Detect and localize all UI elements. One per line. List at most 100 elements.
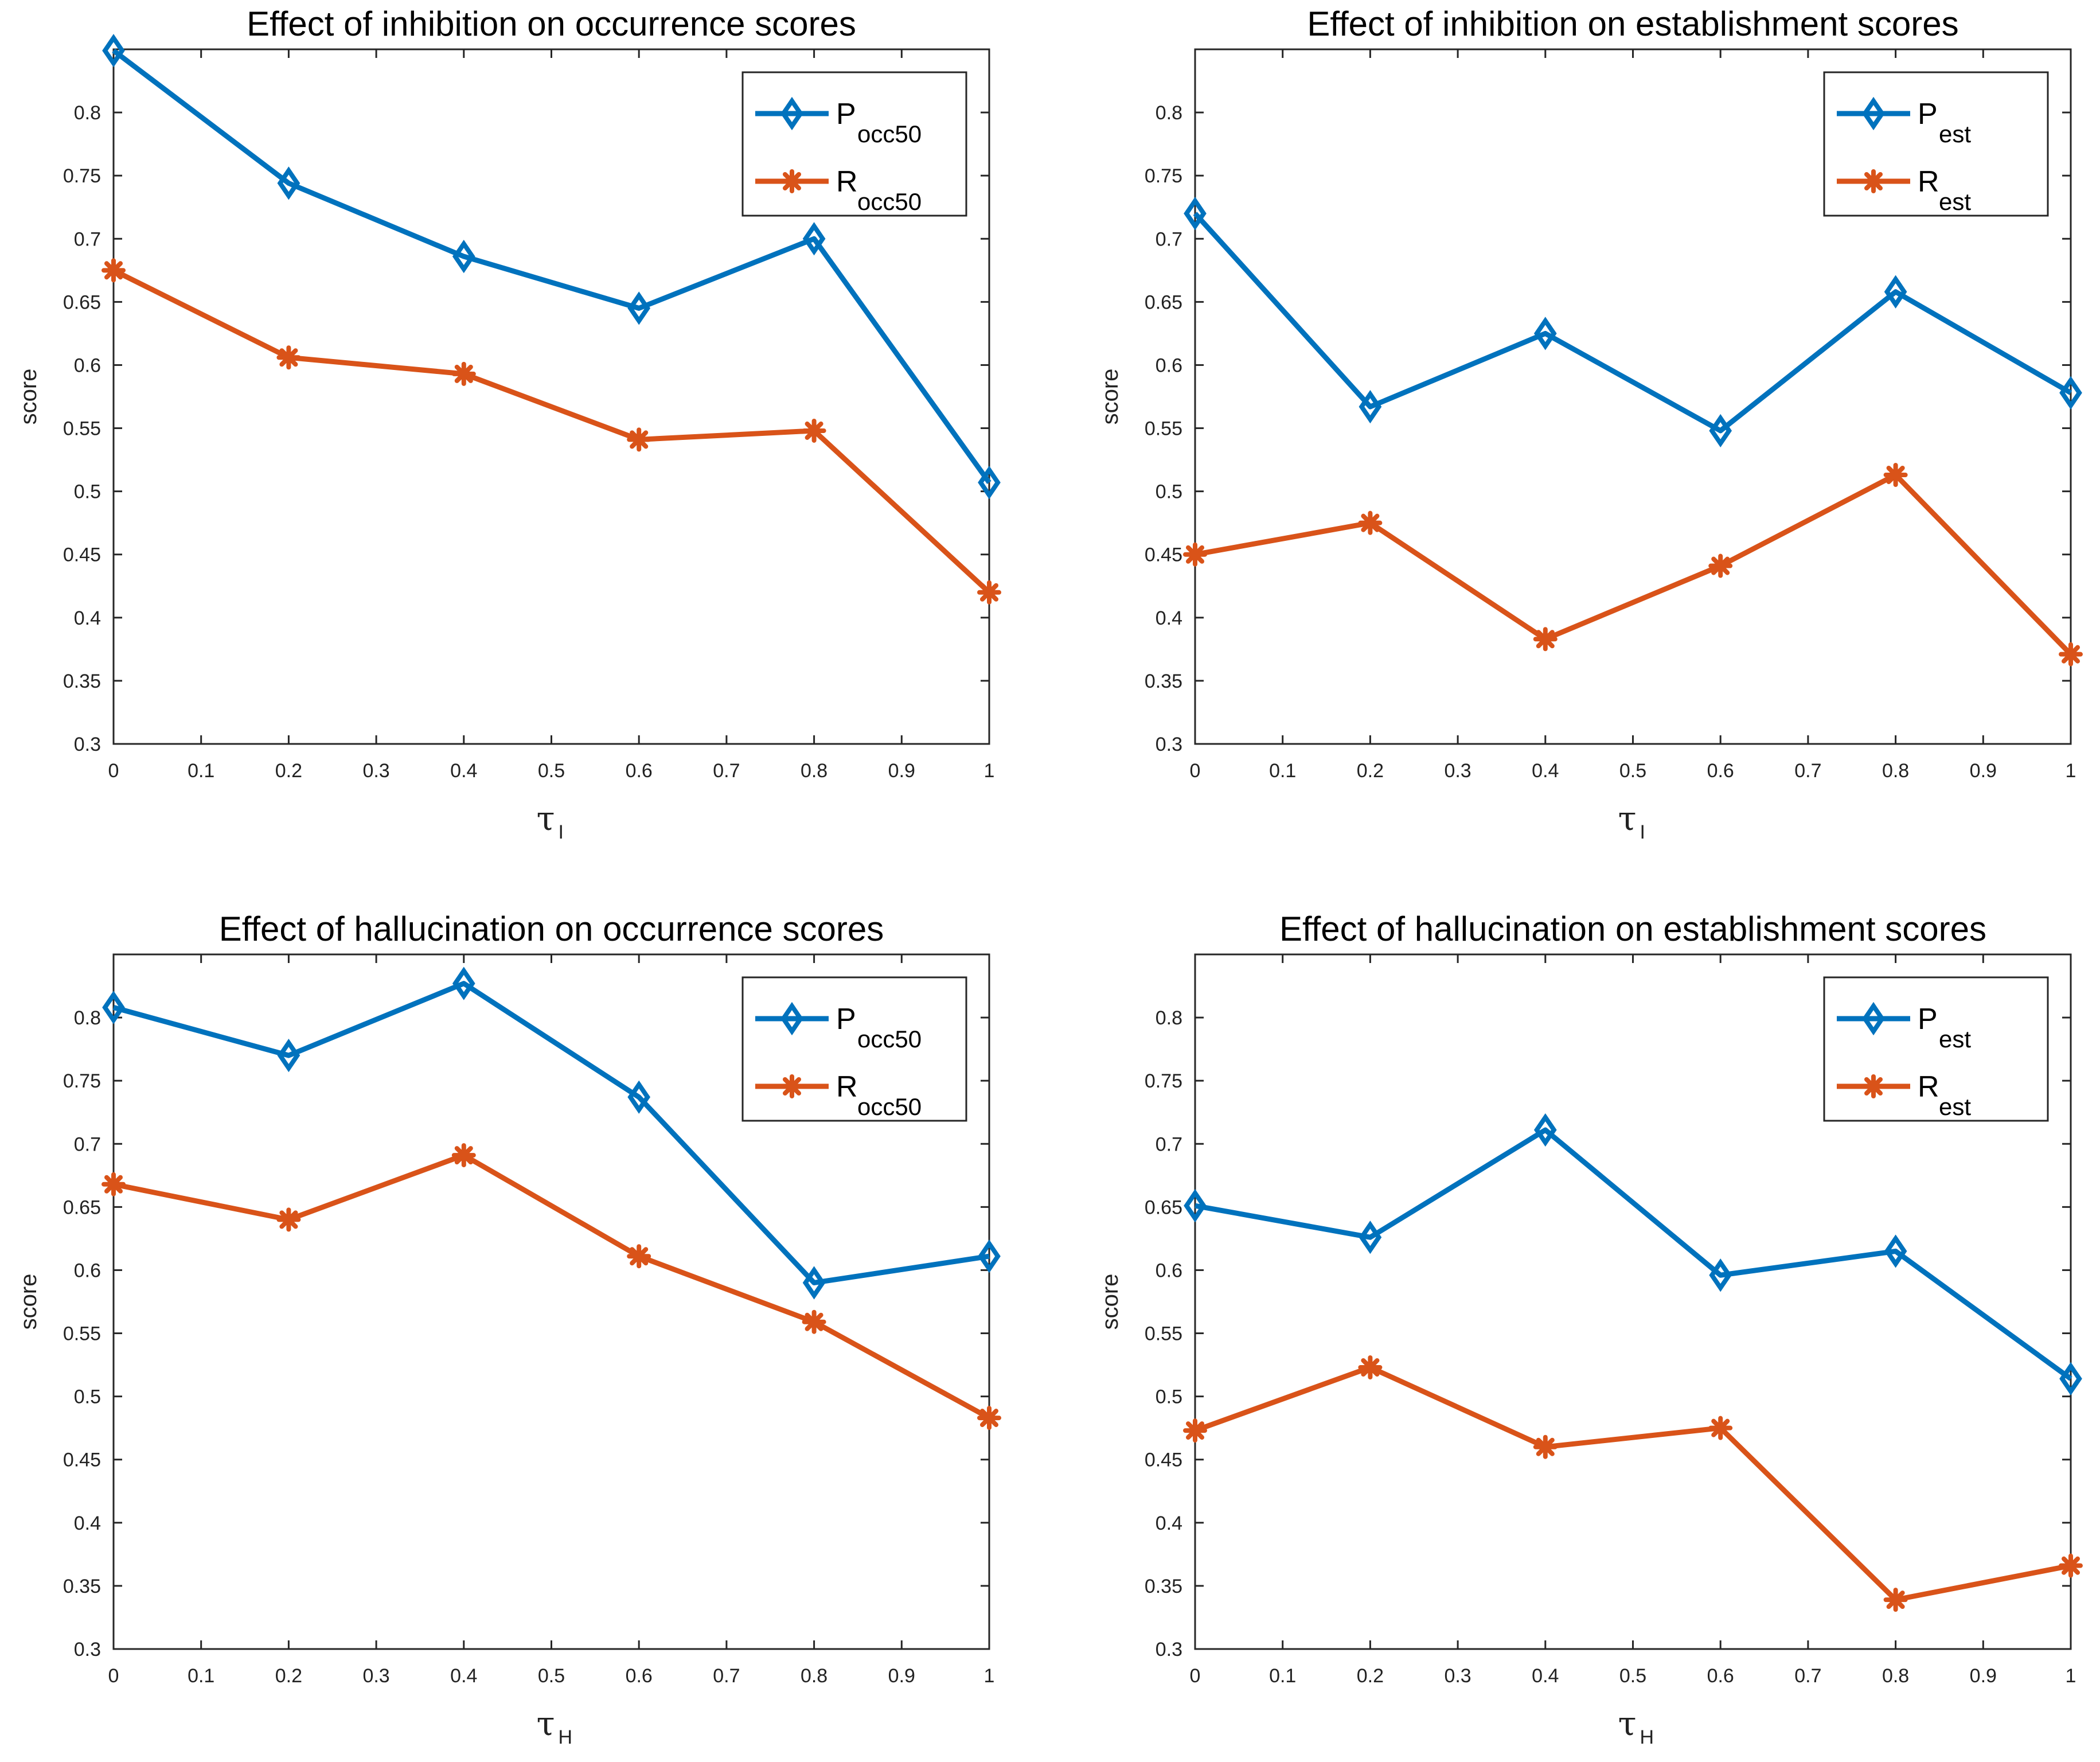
y-tick-label: 0.6 bbox=[74, 354, 101, 376]
data-point-diamond bbox=[2059, 1362, 2082, 1395]
y-tick-label: 0.45 bbox=[1145, 544, 1182, 566]
y-tick-label: 0.7 bbox=[74, 228, 101, 250]
series-P-occ50 bbox=[102, 34, 1001, 500]
x-tick-label: 0.4 bbox=[1532, 1665, 1559, 1687]
y-tick-label: 0.4 bbox=[74, 607, 101, 629]
data-point-asterisk bbox=[276, 345, 301, 370]
series-R-occ50 bbox=[102, 258, 1001, 605]
data-point-asterisk bbox=[1183, 1418, 1207, 1443]
chart-panel-3: Effect of hallucination on occurrence sc… bbox=[16, 910, 1001, 1748]
series-P-est bbox=[1184, 1113, 2082, 1395]
legend-series-name: R bbox=[836, 1070, 858, 1104]
x-tick-label: 0.3 bbox=[362, 760, 389, 782]
data-point-diamond bbox=[1709, 414, 1732, 448]
x-tick-label: 0.8 bbox=[801, 760, 827, 782]
data-point-diamond bbox=[102, 34, 125, 68]
x-tick-label: 0.7 bbox=[1794, 760, 1821, 782]
legend-asterisk-marker bbox=[1861, 1074, 1886, 1098]
legend-series-subscript: est bbox=[1939, 1093, 1971, 1120]
series-line bbox=[112, 268, 992, 595]
x-tick-label: 0.6 bbox=[1707, 1665, 1734, 1687]
data-point-diamond bbox=[1359, 1221, 1382, 1254]
data-point-diamond bbox=[1884, 1234, 1907, 1268]
legend-series-subscript: occ50 bbox=[857, 188, 922, 215]
data-point-diamond bbox=[452, 239, 475, 274]
data-point-diamond bbox=[1359, 390, 1382, 424]
legend-diamond-marker bbox=[780, 1001, 803, 1036]
x-tick-label: 0.3 bbox=[362, 1665, 389, 1687]
y-axis-label: score bbox=[1098, 369, 1123, 425]
x-tick-label: 0 bbox=[108, 760, 119, 782]
y-tick-label: 0.5 bbox=[1156, 1386, 1182, 1408]
y-tick-label: 0.45 bbox=[1145, 1449, 1182, 1471]
data-point-asterisk bbox=[2059, 1553, 2083, 1578]
series-line bbox=[1194, 1365, 2071, 1603]
data-point-asterisk bbox=[451, 1143, 476, 1168]
legend-box bbox=[741, 71, 967, 217]
data-point-diamond bbox=[277, 166, 300, 200]
x-tick-label: 0.4 bbox=[1532, 760, 1559, 782]
x-tick-label: 0.1 bbox=[1269, 760, 1296, 782]
x-tick-label: 0 bbox=[1190, 760, 1201, 782]
x-tick-label: 0.5 bbox=[1619, 760, 1646, 782]
legend-series-subscript: occ50 bbox=[857, 1093, 922, 1120]
data-point-diamond bbox=[1533, 1113, 1557, 1147]
y-tick-label: 0.7 bbox=[74, 1133, 101, 1155]
legend-series-subscript: occ50 bbox=[857, 120, 922, 147]
legend-series-subscript: est bbox=[1939, 120, 1971, 147]
y-tick-label: 0.4 bbox=[74, 1512, 101, 1534]
y-tick-label: 0.8 bbox=[74, 102, 101, 124]
data-point-diamond bbox=[1184, 197, 1207, 231]
y-tick-label: 0.75 bbox=[1145, 165, 1182, 187]
y-tick-label: 0.35 bbox=[63, 1576, 101, 1597]
x-axis-label: τ bbox=[536, 799, 555, 838]
legend-diamond-marker bbox=[1862, 96, 1885, 131]
x-tick-label: 0.7 bbox=[713, 760, 740, 782]
chart-title: Effect of hallucination on occurrence sc… bbox=[219, 910, 884, 948]
y-tick-label: 0.4 bbox=[1156, 1512, 1182, 1534]
data-point-diamond bbox=[627, 1080, 651, 1114]
x-axis-label-subscript: I bbox=[559, 821, 564, 843]
x-tick-label: 0.4 bbox=[450, 1665, 477, 1687]
x-tick-label: 0.6 bbox=[1707, 760, 1734, 782]
y-tick-label: 0.35 bbox=[63, 671, 101, 692]
legend-series-name: P bbox=[1918, 98, 1938, 131]
data-point-diamond bbox=[1884, 275, 1907, 309]
data-point-asterisk bbox=[1358, 510, 1383, 535]
data-point-asterisk bbox=[1883, 1588, 1908, 1612]
data-point-asterisk bbox=[102, 258, 126, 283]
x-axis-label-subscript: H bbox=[1640, 1726, 1654, 1748]
x-tick-label: 0.4 bbox=[450, 760, 477, 782]
x-tick-label: 0.1 bbox=[188, 760, 214, 782]
y-tick-label: 0.75 bbox=[63, 1070, 101, 1092]
series-line bbox=[1195, 1127, 2072, 1381]
x-axis-label: τ bbox=[536, 1704, 555, 1743]
y-tick-label: 0.3 bbox=[74, 734, 101, 755]
data-point-diamond bbox=[978, 466, 1001, 500]
y-tick-label: 0.4 bbox=[1156, 607, 1182, 629]
legend-diamond-marker bbox=[780, 96, 803, 131]
x-tick-label: 0.5 bbox=[1619, 1665, 1646, 1687]
y-tick-label: 0.45 bbox=[63, 544, 101, 566]
x-tick-label: 0.9 bbox=[888, 760, 915, 782]
data-point-asterisk bbox=[1708, 1416, 1733, 1440]
series-R-est bbox=[1183, 1355, 2083, 1612]
y-tick-label: 0.3 bbox=[74, 1639, 101, 1660]
y-tick-label: 0.8 bbox=[1156, 1007, 1182, 1029]
chart-panel-2: Effect of inhibition on establishment sc… bbox=[1098, 5, 2083, 843]
legend-series-subscript: est bbox=[1939, 188, 1971, 215]
legend-box bbox=[1823, 976, 2049, 1122]
y-tick-label: 0.5 bbox=[1156, 481, 1182, 503]
data-point-diamond bbox=[802, 222, 826, 256]
x-tick-label: 0.8 bbox=[1882, 1665, 1909, 1687]
x-tick-label: 0.5 bbox=[538, 760, 565, 782]
data-point-asterisk bbox=[276, 1207, 301, 1232]
y-tick-label: 0.5 bbox=[74, 1386, 101, 1408]
x-tick-label: 0.1 bbox=[188, 1665, 214, 1687]
y-tick-label: 0.35 bbox=[1145, 1576, 1182, 1597]
legend-series-subscript: est bbox=[1939, 1026, 1971, 1052]
data-point-asterisk bbox=[1358, 1355, 1383, 1379]
y-tick-label: 0.55 bbox=[63, 418, 101, 440]
